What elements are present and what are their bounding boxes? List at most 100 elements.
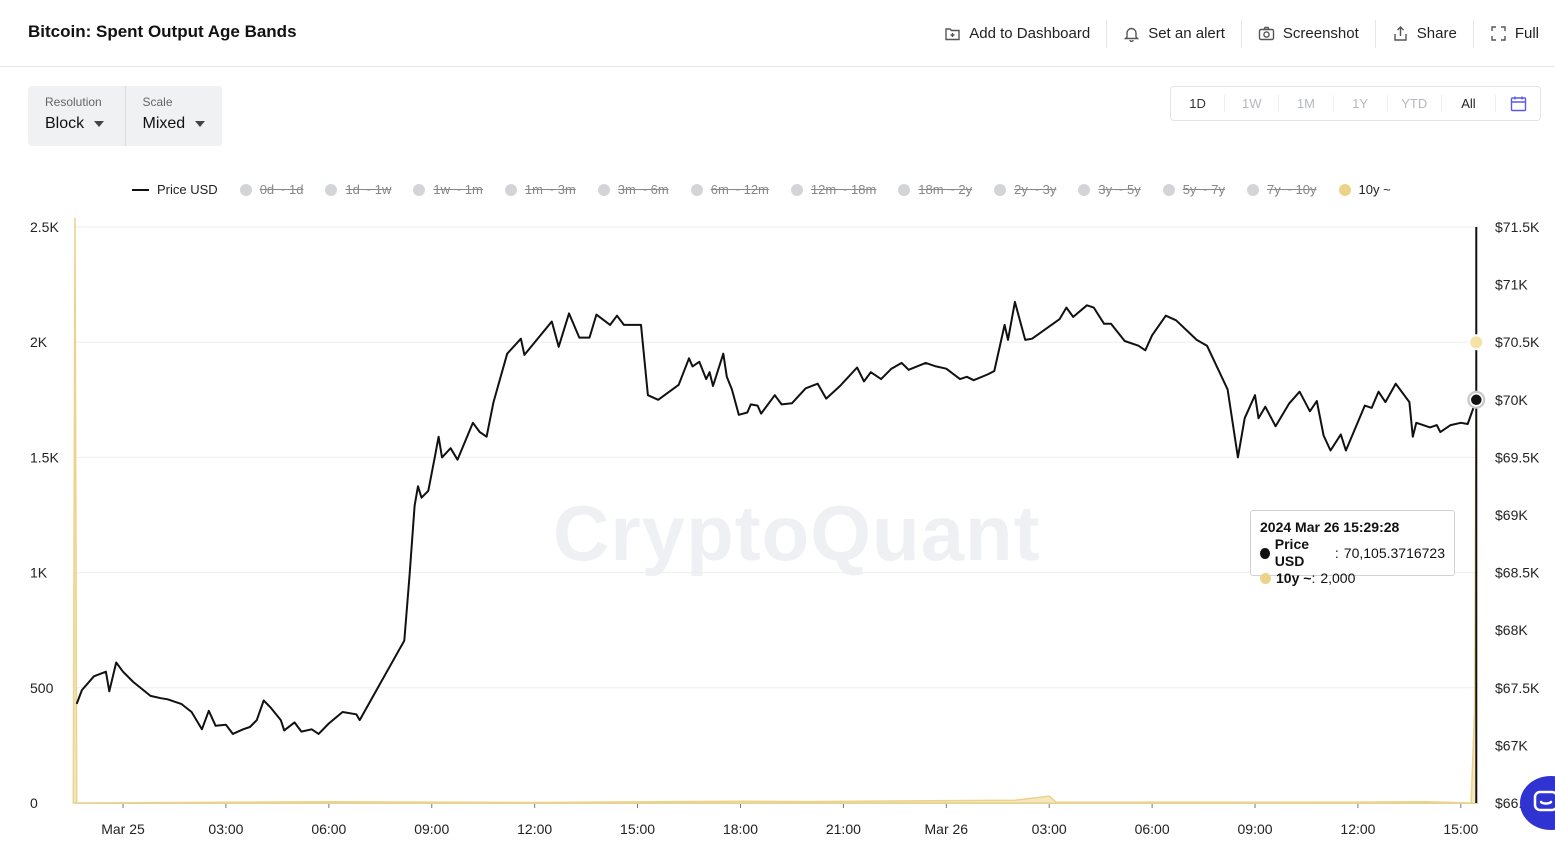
x-tick-label: 06:00 — [311, 821, 346, 837]
fullscreen-label: Full — [1514, 25, 1539, 42]
legend-dot-swatch — [239, 183, 252, 196]
tooltip-price-name: Price USD — [1274, 536, 1310, 569]
y-right-tick-label: $71K — [1495, 277, 1528, 293]
legend-dot-swatch — [413, 183, 426, 196]
tooltip-row-price: Price USD: 70,105.3716723 — [1260, 536, 1445, 570]
legend-item[interactable]: 0d ~ 1d — [239, 182, 304, 197]
add-to-dashboard-label: Add to Dashboard — [969, 25, 1091, 42]
tooltip-10y-sep: : — [1311, 570, 1316, 586]
resolution-value: Block — [45, 115, 85, 132]
share-button[interactable]: Share — [1374, 19, 1473, 48]
legend-dot-swatch — [690, 183, 703, 196]
calendar-icon — [1510, 96, 1526, 112]
x-tick-label: 03:00 — [1032, 821, 1067, 837]
legend-item[interactable]: 7y ~ 10y — [1246, 182, 1317, 197]
page-title: Bitcoin: Spent Output Age Bands — [28, 22, 297, 41]
legend-label: 6m ~ 12m — [710, 182, 769, 197]
legend-item[interactable]: 1d ~ 1w — [325, 182, 391, 197]
share-label: Share — [1416, 25, 1457, 42]
x-tick-label: 09:00 — [1238, 821, 1273, 837]
legend-label: 7y ~ 10y — [1266, 182, 1317, 197]
chat-icon — [1533, 790, 1555, 812]
x-tick-label: 15:00 — [1443, 821, 1478, 837]
add-to-dashboard-button[interactable]: Add to Dashboard — [928, 20, 1106, 48]
hover-marker-10y — [1468, 334, 1485, 351]
legend-label: 1w ~ 1m — [433, 182, 483, 197]
share-icon — [1394, 26, 1407, 41]
legend-item[interactable]: 3m ~ 6m — [597, 182, 669, 197]
y-right-tick-label: $69K — [1495, 507, 1528, 523]
legend-item[interactable]: 1m ~ 3m — [504, 182, 576, 197]
legend-dot-swatch — [1078, 183, 1091, 196]
y-right-tick-label: $70K — [1495, 392, 1528, 408]
scale-value: Mixed — [142, 115, 186, 132]
legend-item[interactable]: 6m ~ 12m — [690, 182, 769, 197]
x-tick-label: 12:00 — [1340, 821, 1375, 837]
legend-item[interactable]: 12m ~ 18m — [790, 182, 876, 197]
range-1w[interactable]: 1W — [1225, 95, 1280, 112]
legend-dot-swatch — [325, 183, 338, 196]
calendar-button[interactable] — [1496, 95, 1540, 112]
top-bar: Bitcoin: Spent Output Age Bands Add to D… — [0, 0, 1555, 67]
range-1d[interactable]: 1D — [1171, 95, 1226, 112]
scale-label: Scale — [142, 95, 173, 109]
tooltip-10y-name: 10y ~ — [1276, 570, 1312, 586]
chart-tooltip: 2024 Mar 26 15:29:28 Price USD: 70,105.3… — [1250, 510, 1455, 586]
legend-label: 2y ~ 3y — [1014, 182, 1057, 197]
fullscreen-icon — [1491, 26, 1506, 41]
x-tick-label: 03:00 — [208, 821, 243, 837]
legend-dot-swatch — [597, 183, 610, 196]
legend-dot-swatch — [790, 183, 803, 196]
tooltip-date: 2024 Mar 26 15:29:28 — [1260, 519, 1400, 535]
legend-label: 18m ~ 2y — [918, 182, 973, 197]
x-tick-label: 21:00 — [826, 821, 861, 837]
legend-item[interactable]: Price USD — [132, 182, 218, 197]
legend-dot-swatch — [898, 183, 911, 196]
legend-label: Price USD — [157, 182, 218, 197]
header-actions: Add to Dashboard Set an alert Screenshot… — [928, 0, 1555, 67]
y-left-tick-label: 0 — [30, 795, 38, 811]
legend-item[interactable]: 5y ~ 7y — [1162, 182, 1225, 197]
range-ytd[interactable]: YTD — [1388, 95, 1442, 112]
legend-item[interactable]: 10y ~ — [1338, 182, 1391, 197]
y-left-tick-label: 1.5K — [30, 449, 59, 465]
caret-down-icon — [195, 121, 206, 127]
y-left-tick-label: 500 — [30, 680, 54, 696]
x-tick-label: 15:00 — [620, 821, 655, 837]
series-10y-area — [72, 217, 1478, 804]
scale-select[interactable]: Scale Mixed — [124, 86, 223, 146]
legend-dot-swatch — [1338, 183, 1351, 196]
legend-item[interactable]: 1w ~ 1m — [413, 182, 483, 197]
x-tick-label: Mar 26 — [925, 821, 969, 837]
y-left-tick-label: 2K — [30, 334, 48, 350]
x-tick-label: 06:00 — [1135, 821, 1170, 837]
range-1y[interactable]: 1Y — [1334, 95, 1388, 112]
y-left-tick-label: 2.5K — [30, 219, 59, 235]
legend-label: 5y ~ 7y — [1182, 182, 1225, 197]
range-all[interactable]: All — [1442, 95, 1497, 112]
legend-item[interactable]: 3y ~ 5y — [1078, 182, 1141, 197]
x-tick-label: Mar 25 — [101, 821, 145, 837]
resolution-select[interactable]: Resolution Block — [28, 86, 125, 146]
set-alert-button[interactable]: Set an alert — [1106, 19, 1241, 48]
screenshot-label: Screenshot — [1282, 25, 1359, 42]
legend-item[interactable]: 18m ~ 2y — [898, 182, 972, 197]
legend-label: 3m ~ 6m — [617, 182, 669, 197]
chart-controls: Resolution Block Scale Mixed — [28, 86, 222, 146]
x-tick-label: 09:00 — [414, 821, 449, 837]
legend-dot-swatch — [994, 183, 1007, 196]
add-dashboard-icon — [945, 28, 960, 41]
legend-item[interactable]: 2y ~ 3y — [994, 182, 1056, 197]
fullscreen-button[interactable]: Full — [1472, 19, 1555, 48]
legend-label: 10y ~ — [1358, 182, 1391, 197]
resolution-label: Resolution — [45, 95, 102, 109]
x-tick-label: 12:00 — [517, 821, 552, 837]
legend-label: 0d ~ 1d — [259, 182, 304, 197]
y-right-tick-label: $67.5K — [1495, 680, 1540, 696]
range-1m[interactable]: 1M — [1279, 95, 1334, 112]
hover-marker-price — [1469, 393, 1484, 407]
tooltip-10y-value: 2,000 — [1320, 570, 1356, 586]
screenshot-button[interactable]: Screenshot — [1240, 19, 1375, 48]
legend-label: 1m ~ 3m — [524, 182, 576, 197]
